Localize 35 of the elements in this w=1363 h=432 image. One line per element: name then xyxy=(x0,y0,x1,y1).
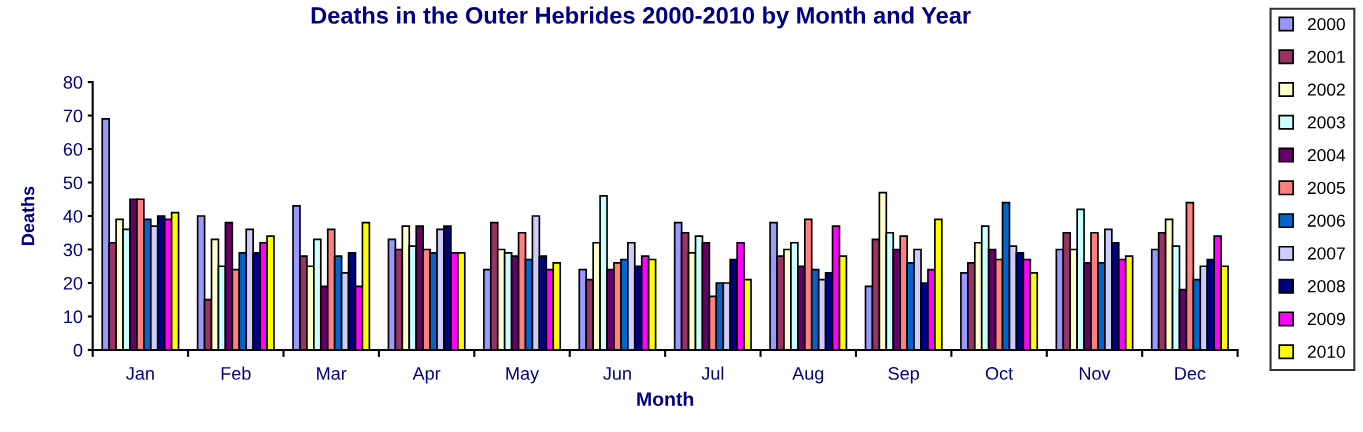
legend-label: 2002 xyxy=(1307,83,1345,96)
x-axis-title: Month xyxy=(637,391,694,407)
y-tick-label: 20 xyxy=(63,276,83,290)
x-tick-label: Feb xyxy=(221,366,251,380)
x-tick-label: Nov xyxy=(1079,367,1111,380)
chart-title: Deaths in the Outer Hebrides 2000-2010 by Month and Year xyxy=(311,6,971,29)
y-tick-label: 70 xyxy=(63,109,83,123)
legend-label: 2005 xyxy=(1307,181,1345,195)
x-tick-label: Jul xyxy=(701,366,724,380)
y-tick-label: 40 xyxy=(63,209,83,223)
legend-label: 2003 xyxy=(1307,116,1345,129)
y-tick-label: 50 xyxy=(63,176,83,190)
y-tick-label: 0 xyxy=(73,343,83,357)
x-tick-label: May xyxy=(506,367,540,384)
legend-label: 2009 xyxy=(1307,312,1345,326)
x-tick-label: Sep xyxy=(888,367,919,384)
y-axis-title: Deaths xyxy=(21,186,35,245)
x-tick-label: Jan xyxy=(126,367,154,380)
y-tick-label: 10 xyxy=(64,310,83,324)
y-tick-label: 60 xyxy=(63,142,83,156)
x-tick-label: Aug xyxy=(792,367,824,384)
legend-label: 2004 xyxy=(1307,148,1346,162)
legend-label: 2007 xyxy=(1307,247,1345,260)
x-tick-label: Oct xyxy=(985,367,1013,380)
x-tick-label: Dec xyxy=(1175,367,1206,380)
x-tick-label: Mar xyxy=(317,367,347,380)
x-tick-label: Apr xyxy=(412,367,441,384)
legend-label: 2000 xyxy=(1307,17,1345,31)
x-tick-label: Jun xyxy=(603,367,631,380)
legend-label: 2006 xyxy=(1307,214,1345,227)
legend-label: 2010 xyxy=(1307,345,1345,358)
legend-label: 2001 xyxy=(1307,50,1345,63)
y-tick-label: 30 xyxy=(63,243,83,257)
y-tick-label: 80 xyxy=(63,76,83,89)
legend-label: 2008 xyxy=(1307,280,1345,293)
